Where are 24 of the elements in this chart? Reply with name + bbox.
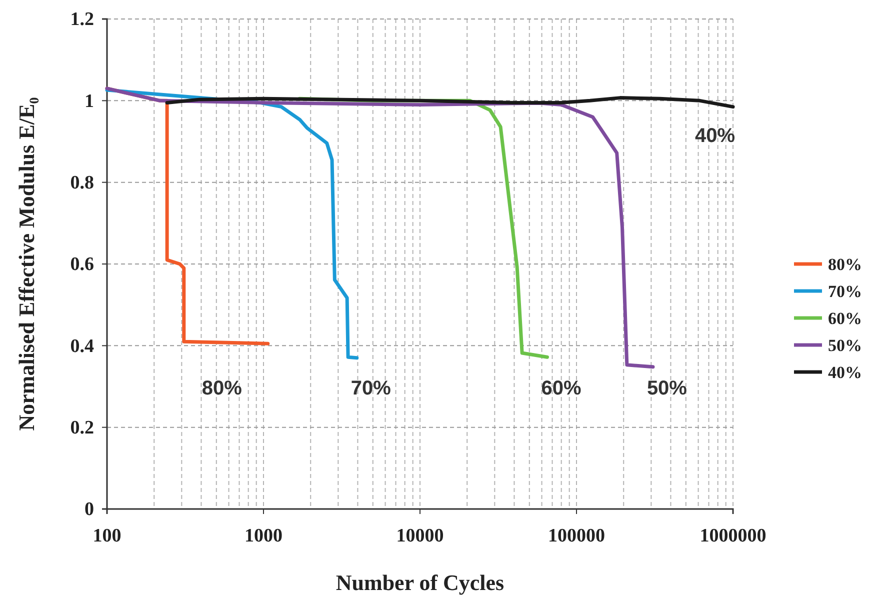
- y-axis-title: Normalised Effective Modulus E/E₀: [14, 96, 39, 431]
- x-tick-label: 1000000: [700, 525, 766, 546]
- legend-label: 70%: [828, 282, 862, 301]
- y-tick-label: 0.2: [70, 417, 94, 438]
- y-tick-label: 1.2: [70, 9, 94, 30]
- x-tick-label: 1000: [244, 525, 282, 546]
- legend-label: 80%: [828, 254, 862, 274]
- annotation: 80%: [202, 377, 242, 400]
- annotation: 70%: [350, 377, 392, 400]
- annotation: 40%: [694, 125, 736, 148]
- annotation: 60%: [541, 377, 582, 400]
- annotation: 50%: [646, 377, 688, 400]
- y-tick-label: 0.4: [70, 336, 94, 357]
- legend-label: 50%: [828, 336, 862, 355]
- y-tick-label: 0.6: [70, 254, 94, 276]
- y-tick-label: 1: [84, 90, 94, 112]
- x-tick-label: 10000: [396, 525, 444, 546]
- x-tick-label: 100000: [548, 525, 605, 546]
- x-axis-title: Number of Cycles: [336, 570, 505, 595]
- x-tick-label: 100: [92, 525, 122, 546]
- y-tick-label: 0.8: [70, 172, 94, 194]
- legend-label: 40%: [828, 362, 862, 382]
- y-tick-label: 0: [84, 499, 94, 520]
- legend-label: 60%: [828, 308, 862, 328]
